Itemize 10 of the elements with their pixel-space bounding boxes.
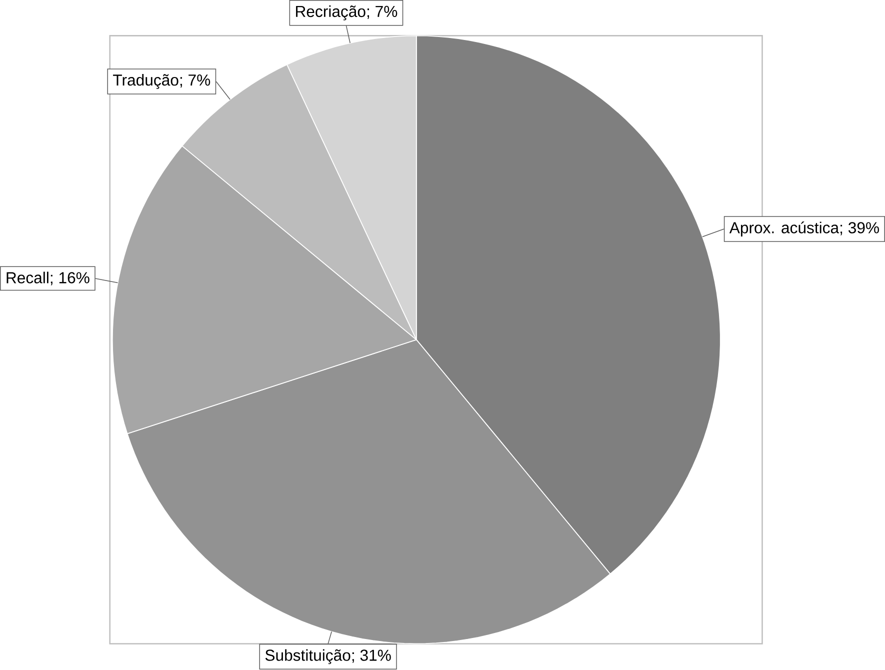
slice-label: Recriação	[296, 6, 366, 21]
data-label: ; 39%	[840, 222, 879, 236]
slice-label: Tradução	[113, 74, 178, 90]
data-label: ; 16%	[50, 272, 90, 286]
data-label: ; 7%	[367, 6, 398, 20]
slice-label: Aprox. acústica	[729, 222, 840, 237]
slice-label: Substituição	[265, 649, 350, 664]
data-label: ; 7%	[180, 74, 210, 88]
slice-label: Recall	[6, 272, 48, 284]
data-label: ; 31%	[352, 650, 391, 663]
